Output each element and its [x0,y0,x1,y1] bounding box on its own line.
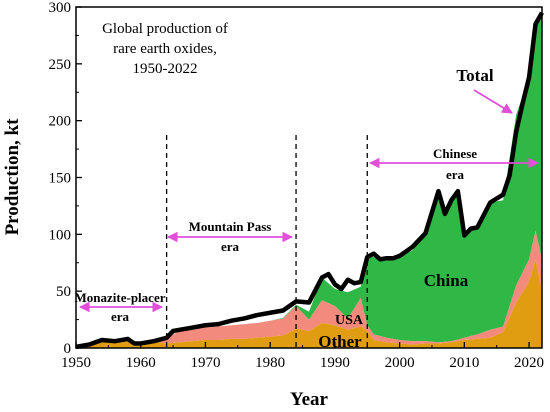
y-tick-label: 100 [49,227,72,243]
monazite-placer-label-line-1: Monazite-placer [75,290,166,305]
total-label: Total [456,66,493,85]
plot-title-line-1: Global production of [102,21,228,37]
plot-title-line-3: 1950-2022 [133,61,198,77]
plot-title-line-2: rare earth oxides, [113,41,217,57]
other-area [76,259,542,348]
y-axis-title: Production, kt [2,118,23,236]
x-tick-label: 2000 [385,355,415,371]
x-tick-label: 1970 [190,355,220,371]
x-tick-label: 2010 [449,355,479,371]
x-tick-label: 1990 [320,355,350,371]
y-tick-label: 200 [49,114,72,130]
total-arrow [473,89,513,114]
mountain-pass-label-line-2: era [221,239,240,254]
y-tick-label: 50 [56,284,71,300]
y-tick-label: 0 [64,341,72,357]
x-tick-label: 1950 [61,355,91,371]
y-tick-label: 150 [49,171,72,187]
china-area-label: China [424,271,469,290]
chinese-era-annotation: Chinese era [368,146,540,182]
monazite-placer-annotation: Monazite-placer era [75,290,166,324]
x-tick-label: 1960 [126,355,156,371]
chinese-era-label-line-2: era [446,167,465,182]
y-axis-ticks: 0 50 100 150 200 250 300 [49,0,82,357]
total-annotation: Total [456,66,513,114]
y-tick-label: 250 [49,57,72,73]
x-axis-ticks: 1950 1960 1970 1980 1990 2000 2010 2020 [61,342,544,371]
monazite-placer-label-line-2: era [111,309,130,324]
mountain-pass-annotation: Mountain Pass era [166,219,294,254]
china-area [76,12,542,347]
x-tick-label: 1980 [255,355,285,371]
usa-area-label: USA [335,313,364,328]
total-line [75,11,544,350]
usa-area [76,230,542,347]
area-layer [75,11,544,350]
y-tick-label: 300 [49,0,72,16]
x-tick-label: 2020 [514,355,544,371]
other-area-label: Other [318,332,362,351]
chinese-era-label-line-1: Chinese [433,146,477,161]
x-axis-title: Year [290,389,329,410]
mountain-pass-label-line-1: Mountain Pass [189,219,272,234]
